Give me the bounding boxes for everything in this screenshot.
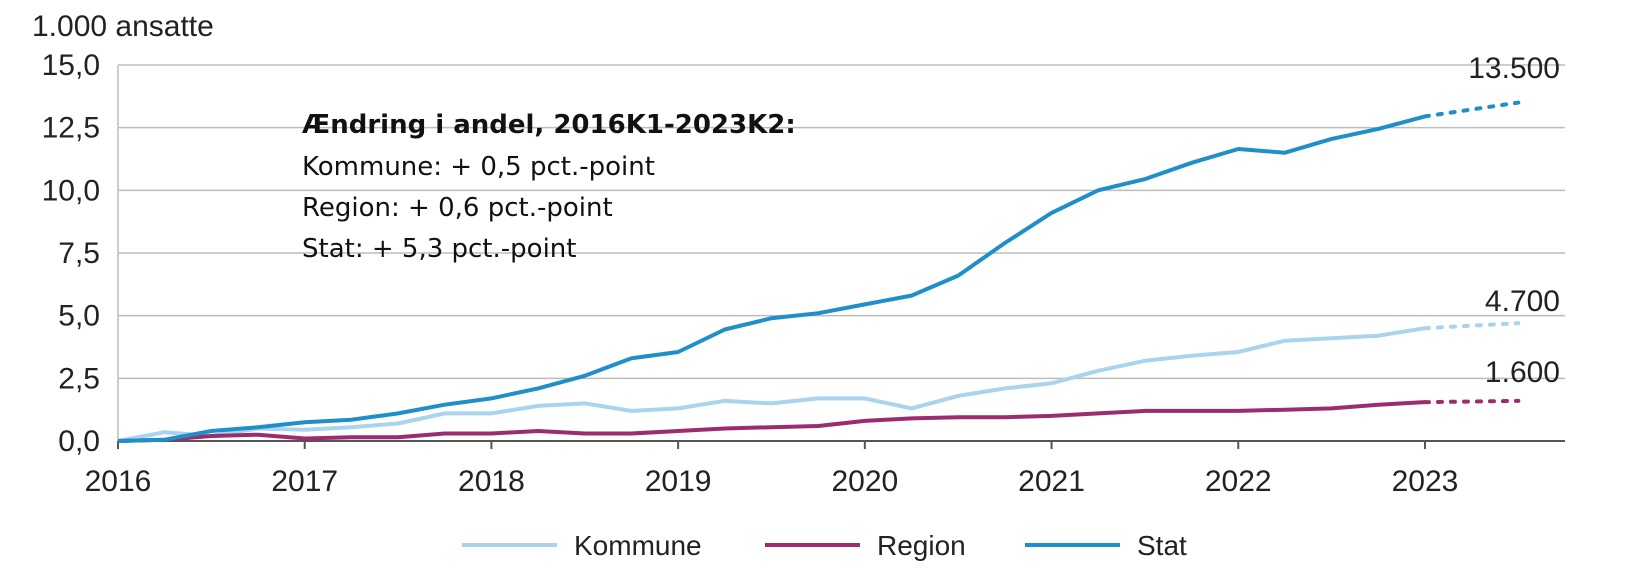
gridlines [117, 64, 1565, 442]
annotation-line-stat: Stat: + 5,3 pct.-point [302, 234, 576, 264]
y-axis-unit-label: 1.000 ansatte [32, 10, 214, 43]
x-tick-label: 2016 [85, 465, 152, 498]
x-tick-label: 2018 [458, 465, 525, 498]
y-tick-label: 2,5 [58, 362, 100, 395]
annotation-line-region: Region: + 0,6 pct.-point [302, 193, 613, 223]
x-tick-label: 2017 [271, 465, 338, 498]
projection-kommune [1422, 321, 1521, 331]
legend-label-stat: Stat [1137, 530, 1187, 561]
x-tick-label: 2023 [1392, 465, 1459, 498]
end-labels: 4.700 1.600 13.500 [1468, 52, 1560, 389]
y-tick-label: 0,0 [58, 425, 100, 458]
end-label-kommune: 4.700 [1485, 285, 1560, 318]
end-label-region: 1.600 [1485, 356, 1560, 389]
series-line-kommune [117, 326, 1426, 443]
legend-label-kommune: Kommune [574, 530, 702, 561]
projection-stat [1422, 100, 1521, 119]
series-line-stat [117, 114, 1426, 443]
y-tick-label: 12,5 [42, 112, 100, 145]
annotation-box: Ændring i andel, 2016K1-2023K2: Kommune:… [302, 110, 796, 264]
x-axis-ticks: 2016 2017 2018 2019 2020 2021 2022 2023 [85, 441, 1459, 498]
y-tick-label: 10,0 [42, 174, 100, 207]
x-tick-label: 2022 [1205, 465, 1272, 498]
legend-label-region: Region [877, 530, 966, 561]
y-axis-ticks: 0,0 2,5 5,0 7,5 10,0 12,5 15,0 [42, 49, 100, 458]
annotation-line-kommune: Kommune: + 0,5 pct.-point [302, 152, 655, 182]
x-tick-label: 2019 [645, 465, 712, 498]
series-line-region [117, 400, 1426, 443]
x-tick-label: 2021 [1018, 465, 1085, 498]
legend: Kommune Region Stat [462, 530, 1187, 561]
x-tick-label: 2020 [831, 465, 898, 498]
y-tick-label: 15,0 [42, 49, 100, 82]
y-tick-label: 7,5 [58, 237, 100, 270]
end-label-stat: 13.500 [1468, 52, 1560, 85]
annotation-title: Ændring i andel, 2016K1-2023K2: [302, 110, 796, 140]
y-tick-label: 5,0 [58, 300, 100, 333]
series-lines [117, 100, 1521, 443]
projection-region [1422, 398, 1521, 405]
